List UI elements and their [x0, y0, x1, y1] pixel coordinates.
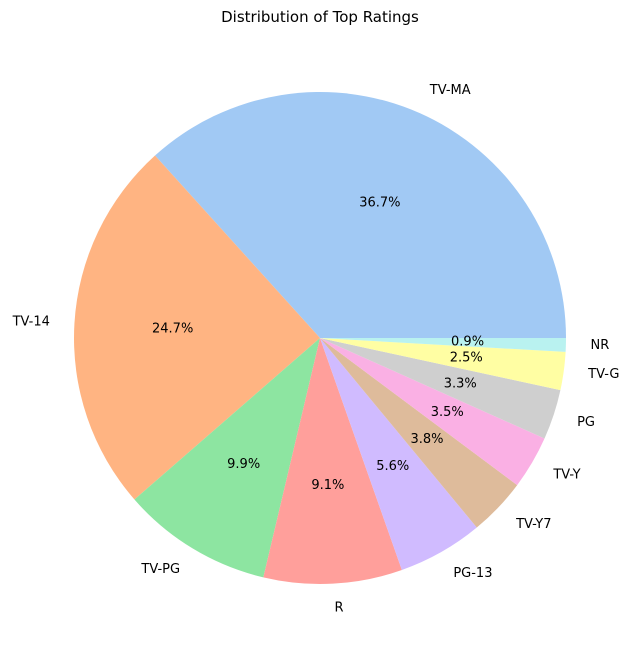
pie-slice-pg [320, 338, 561, 439]
chart-title: Distribution of Top Ratings [221, 8, 419, 26]
slice-label-tv-ma: TV-MA [429, 83, 471, 98]
slice-percent-pg: 3.3% [444, 377, 477, 392]
slice-percent-pg-13: 5.6% [376, 459, 409, 474]
pie-slice-tv-y7 [320, 338, 518, 528]
slice-label-pg-13: PG-13 [453, 566, 492, 581]
slice-label-tv-14: TV-14 [12, 314, 50, 329]
slice-label-r: R [334, 601, 343, 616]
pie-slice-r [263, 338, 402, 585]
pie-slice-pg-13 [320, 338, 477, 570]
slice-percent-labels: 36.7% 24.7% 9.9% 9.1% 5.6%3.8% 3.5% 3.3% 2.5%0.… [152, 196, 484, 493]
pie-slice-tv-ma [155, 91, 566, 338]
slice-percent-r: 9.1% [311, 478, 344, 493]
slice-percent-tv-g: 2.5% [450, 350, 483, 365]
slice-label-tv-y7: TV-Y7 [515, 517, 551, 532]
slice-percent-tv-y7: 3.8% [410, 432, 443, 447]
slice-label-tv-g: TV-G [587, 367, 619, 382]
pie-slice-tv-y [320, 338, 545, 486]
slice-label-tv-y: TV-Y [552, 468, 580, 483]
pie-slice-nr [320, 338, 566, 352]
pie-slice-tv-pg [134, 338, 320, 578]
slice-percent-tv-ma: 36.7% [359, 196, 400, 211]
slice-percent-tv-14: 24.7% [152, 322, 193, 337]
pie-slice-tv-g [320, 338, 566, 391]
pie-slices [73, 91, 566, 585]
slice-label-nr: NR [590, 338, 609, 353]
slice-percent-tv-y: 3.5% [431, 405, 464, 420]
pie-slice-tv-14 [73, 155, 320, 500]
slice-label-pg: PG [577, 415, 595, 430]
slice-label-tv-pg: TV-PG [140, 562, 180, 577]
slice-labels: TV-MA TV-14 TV-PG R PG-13 TV-Y7 TV-Y PG TV-G NR [12, 83, 620, 616]
slice-percent-nr: 0.9% [451, 335, 484, 350]
slice-percent-tv-pg: 9.9% [227, 457, 260, 472]
